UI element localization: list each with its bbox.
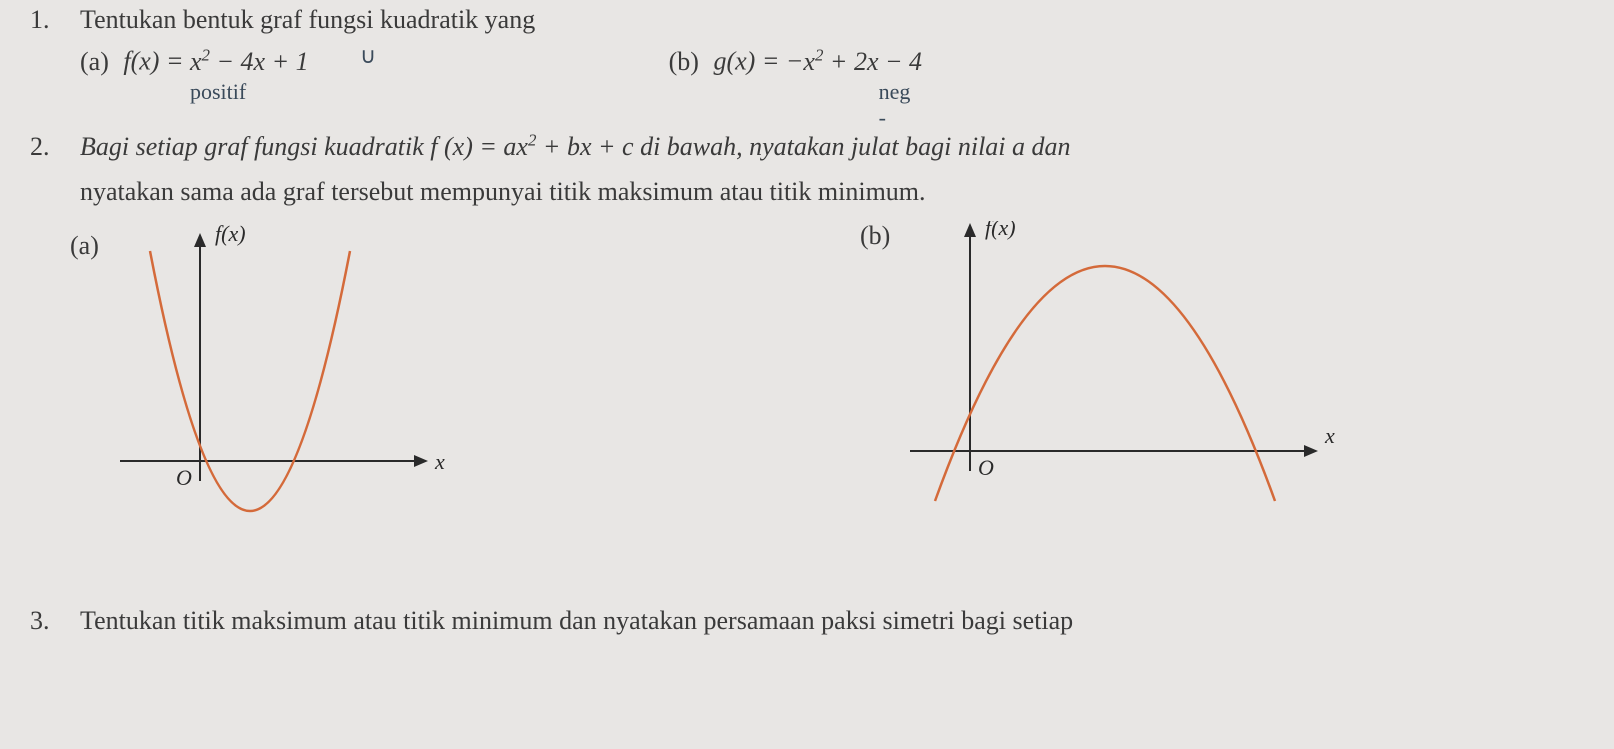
question-1: 1. Tentukan bentuk graf fungsi kuadratik… bbox=[30, 0, 1584, 77]
graph-b-origin: O bbox=[978, 455, 994, 480]
q2-line2: nyatakan sama ada graf tersebut mempunya… bbox=[30, 172, 1584, 211]
q2-line1: 2. Bagi setiap graf fungsi kuadratik f (… bbox=[30, 127, 1584, 166]
q1-header: 1. Tentukan bentuk graf fungsi kuadratik… bbox=[30, 0, 1584, 39]
q3-line: 3. Tentukan titik maksimum atau titik mi… bbox=[30, 601, 1584, 640]
graph-b-y-label: f(x) bbox=[985, 221, 1016, 240]
graph-a-x-label: x bbox=[434, 449, 445, 474]
graph-a-label: (a) bbox=[70, 231, 99, 261]
graph-b-y-arrow bbox=[964, 223, 976, 237]
q2-text1: Bagi setiap graf fungsi kuadratik f (x) … bbox=[80, 127, 1584, 166]
graph-b-label: (b) bbox=[860, 221, 890, 251]
q1-text: Tentukan bentuk graf fungsi kuadratik ya… bbox=[80, 0, 1584, 39]
graph-b-x-arrow bbox=[1304, 445, 1318, 457]
q1a-rhs: x2 − 4x + 1 bbox=[190, 47, 309, 76]
graph-b-x-label: x bbox=[1324, 423, 1335, 448]
q1a-lhs: f(x) bbox=[123, 47, 159, 76]
q1-number: 1. bbox=[30, 0, 80, 39]
question-3: 3. Tentukan titik maksimum atau titik mi… bbox=[30, 601, 1584, 640]
graph-a-y-arrow bbox=[194, 233, 206, 247]
q1b-handwritten-note: neg - bbox=[879, 79, 922, 131]
q3-text: Tentukan titik maksimum atau titik minim… bbox=[80, 601, 1584, 640]
q1-part-a: (a) f(x) = x2 − 4x + 1 ∪ positif bbox=[80, 45, 309, 77]
graph-a-container: (a) f(x) x O bbox=[80, 221, 460, 541]
graph-a-x-arrow bbox=[414, 455, 428, 467]
graph-b-svg: f(x) x O bbox=[880, 221, 1350, 531]
q2-number: 2. bbox=[30, 127, 80, 166]
q1b-rhs: x2 + 2x − 4 bbox=[803, 47, 922, 76]
q2-text2: nyatakan sama ada graf tersebut mempunya… bbox=[80, 172, 1584, 211]
q1a-handwritten-mark: ∪ bbox=[360, 43, 376, 69]
graph-a-y-label: f(x) bbox=[215, 221, 246, 246]
graph-b-container: (b) f(x) x O bbox=[880, 221, 1350, 541]
q2-graphs: (a) f(x) x O (b) bbox=[80, 221, 1584, 541]
q1b-equation: g(x) = −x2 + 2x − 4 bbox=[713, 47, 922, 76]
graph-a-svg: f(x) x O bbox=[80, 221, 460, 541]
q1b-label: (b) bbox=[669, 47, 699, 76]
q1a-handwritten-note: positif bbox=[190, 79, 246, 105]
graph-a-origin: O bbox=[176, 465, 192, 490]
q3-number: 3. bbox=[30, 601, 80, 640]
q1a-label: (a) bbox=[80, 47, 109, 76]
question-2: 2. Bagi setiap graf fungsi kuadratik f (… bbox=[30, 127, 1584, 541]
q1-part-b: (b) g(x) = −x2 + 2x − 4 neg - bbox=[669, 45, 922, 77]
q1b-lhs: g(x) bbox=[713, 47, 755, 76]
q1a-equation: f(x) = x2 − 4x + 1 bbox=[123, 47, 308, 76]
q1-subparts: (a) f(x) = x2 − 4x + 1 ∪ positif (b) g(x… bbox=[80, 45, 1584, 77]
